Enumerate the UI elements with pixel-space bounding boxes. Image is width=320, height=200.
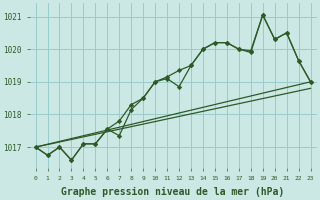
X-axis label: Graphe pression niveau de la mer (hPa): Graphe pression niveau de la mer (hPa) bbox=[61, 186, 285, 197]
